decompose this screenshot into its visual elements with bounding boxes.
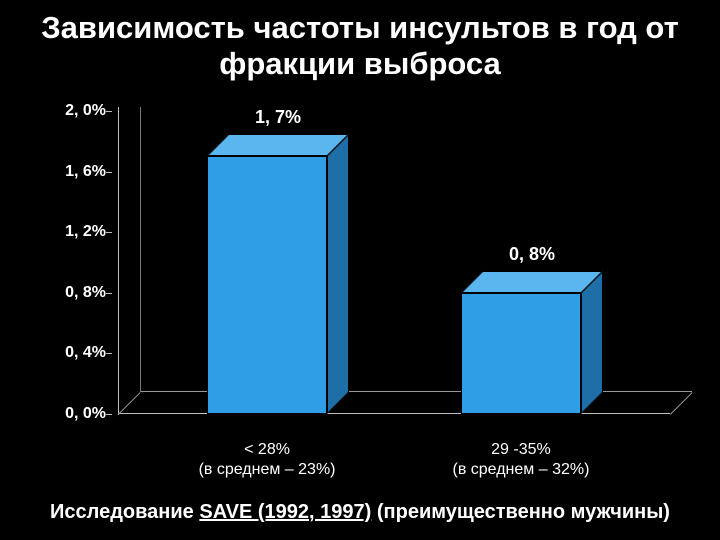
y-tick-label: 1, 6%: [65, 163, 106, 181]
bar: [461, 293, 581, 414]
y-axis: 0, 0% 0, 4% 0, 8% 1, 2% 1, 6% 2, 0%: [40, 105, 112, 420]
x-axis-label-line: < 28%: [199, 440, 336, 460]
y-tick-mark: [106, 353, 112, 354]
footer-prefix: Исследование: [50, 501, 199, 523]
x-axis-label: 29 -35%(в среднем – 32%): [452, 440, 589, 480]
bar-top: [461, 271, 603, 293]
y-axis-line: [118, 107, 119, 415]
footer-suffix: (преимущественно мужчины): [371, 501, 670, 523]
y-tick-label: 0, 4%: [65, 344, 106, 362]
floor-diag-right: [670, 392, 693, 415]
bar-value-label: 0, 8%: [509, 244, 555, 265]
y-tick-label: 1, 2%: [65, 223, 106, 241]
bar-value-label: 1, 7%: [255, 107, 301, 128]
x-axis-label-line: (в среднем – 32%): [452, 460, 589, 480]
x-axis-label: < 28%(в среднем – 23%): [199, 440, 336, 480]
bar-front: [461, 293, 581, 414]
x-axis-label-line: 29 -35%: [452, 440, 589, 460]
y-tick-mark: [106, 293, 112, 294]
back-wall-line: [140, 107, 141, 392]
bar-side: [581, 271, 603, 414]
slide-title: Зависимость частоты инсультов в год от ф…: [0, 0, 720, 81]
bar-front: [207, 156, 327, 414]
y-tick-mark: [106, 414, 112, 415]
y-tick-mark: [106, 111, 112, 112]
y-tick-label: 0, 0%: [65, 405, 106, 423]
plot-area: 1, 7%0, 8%: [118, 111, 670, 414]
y-tick-label: 2, 0%: [65, 102, 106, 120]
x-axis-label-line: (в среднем – 23%): [199, 460, 336, 480]
y-tick-label: 0, 8%: [65, 284, 106, 302]
footer-study: SAVE (1992, 1997): [199, 501, 371, 523]
floor-front-edge: [118, 413, 670, 414]
slide: Зависимость частоты инсультов в год от ф…: [0, 0, 720, 540]
bar-side: [327, 134, 349, 414]
floor-diag-left: [118, 392, 141, 415]
bar-top: [207, 134, 349, 156]
bar: [207, 156, 327, 414]
footer-text: Исследование SAVE (1992, 1997) (преимуще…: [0, 501, 720, 524]
y-tick-mark: [106, 232, 112, 233]
y-tick-mark: [106, 172, 112, 173]
bar-chart: 0, 0%0, 4%0, 8%1, 2%1, 6%2, 0% 1, 7%0, 8…: [40, 105, 680, 430]
